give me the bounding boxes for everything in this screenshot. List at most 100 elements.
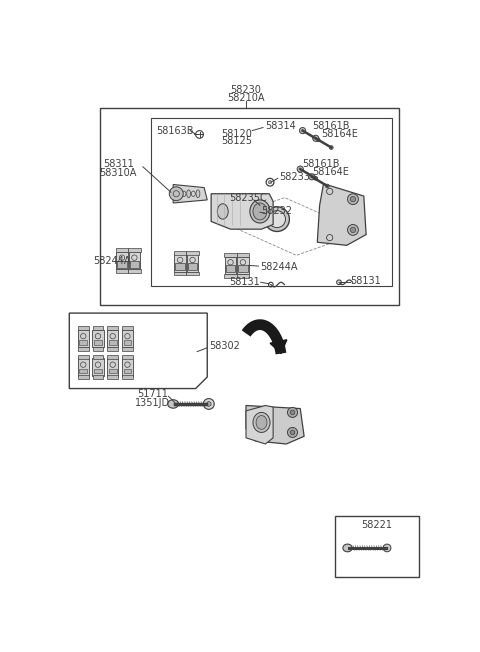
Circle shape	[383, 544, 391, 552]
FancyBboxPatch shape	[122, 347, 133, 351]
FancyBboxPatch shape	[122, 330, 133, 348]
FancyBboxPatch shape	[117, 261, 127, 268]
Ellipse shape	[260, 207, 266, 214]
Polygon shape	[317, 184, 366, 245]
Ellipse shape	[217, 204, 228, 219]
FancyBboxPatch shape	[78, 326, 89, 330]
FancyBboxPatch shape	[116, 252, 128, 269]
FancyBboxPatch shape	[79, 368, 87, 373]
FancyBboxPatch shape	[186, 251, 199, 254]
Ellipse shape	[168, 400, 179, 408]
FancyBboxPatch shape	[116, 248, 128, 252]
Polygon shape	[173, 185, 207, 203]
Text: 58163B: 58163B	[156, 126, 193, 136]
Text: 58221: 58221	[361, 520, 393, 530]
Polygon shape	[242, 319, 287, 355]
Ellipse shape	[187, 190, 191, 198]
Circle shape	[329, 145, 333, 149]
FancyBboxPatch shape	[128, 269, 141, 273]
Polygon shape	[246, 406, 304, 444]
FancyBboxPatch shape	[174, 251, 186, 254]
Ellipse shape	[264, 207, 289, 231]
FancyBboxPatch shape	[93, 347, 103, 351]
Circle shape	[312, 135, 319, 141]
Circle shape	[206, 402, 211, 406]
Circle shape	[300, 128, 306, 134]
FancyBboxPatch shape	[224, 253, 237, 257]
Text: 58314: 58314	[265, 121, 296, 131]
FancyBboxPatch shape	[123, 340, 132, 345]
FancyBboxPatch shape	[107, 326, 118, 330]
FancyBboxPatch shape	[92, 359, 104, 376]
FancyBboxPatch shape	[78, 355, 89, 359]
Circle shape	[350, 196, 356, 202]
Text: 58232: 58232	[262, 205, 292, 216]
Text: 51711: 51711	[138, 389, 168, 399]
Text: 58125: 58125	[221, 136, 252, 147]
FancyBboxPatch shape	[176, 263, 185, 270]
Circle shape	[314, 177, 318, 180]
Circle shape	[348, 194, 359, 205]
Polygon shape	[270, 340, 287, 353]
FancyBboxPatch shape	[226, 265, 235, 273]
FancyBboxPatch shape	[225, 257, 236, 274]
Text: 58120: 58120	[221, 128, 252, 139]
FancyBboxPatch shape	[237, 257, 249, 274]
Text: 58161B: 58161B	[302, 160, 340, 170]
FancyBboxPatch shape	[238, 265, 248, 273]
Ellipse shape	[196, 190, 200, 198]
FancyBboxPatch shape	[78, 376, 89, 379]
Circle shape	[316, 138, 320, 141]
FancyBboxPatch shape	[107, 330, 119, 348]
Text: 58244A: 58244A	[260, 262, 298, 272]
FancyBboxPatch shape	[79, 340, 87, 345]
Text: 58161B: 58161B	[312, 121, 349, 131]
Ellipse shape	[343, 544, 352, 552]
Circle shape	[325, 184, 329, 188]
FancyBboxPatch shape	[78, 359, 89, 376]
Circle shape	[297, 166, 303, 172]
FancyBboxPatch shape	[107, 355, 118, 359]
Circle shape	[268, 181, 272, 184]
FancyBboxPatch shape	[174, 271, 186, 275]
Text: 58310A: 58310A	[99, 168, 137, 178]
FancyBboxPatch shape	[174, 254, 186, 272]
FancyBboxPatch shape	[224, 274, 237, 278]
FancyBboxPatch shape	[78, 347, 89, 351]
FancyBboxPatch shape	[116, 269, 128, 273]
Circle shape	[290, 430, 295, 435]
Ellipse shape	[253, 203, 267, 220]
FancyBboxPatch shape	[130, 261, 139, 268]
Text: 58131: 58131	[350, 276, 382, 286]
Circle shape	[204, 398, 214, 409]
FancyBboxPatch shape	[122, 359, 133, 376]
Text: 58302: 58302	[209, 341, 240, 351]
Ellipse shape	[250, 200, 270, 223]
FancyBboxPatch shape	[237, 253, 249, 257]
FancyBboxPatch shape	[107, 359, 119, 376]
FancyBboxPatch shape	[107, 347, 118, 351]
Text: 58233: 58233	[279, 171, 310, 182]
Text: 58131: 58131	[229, 277, 260, 288]
FancyBboxPatch shape	[93, 376, 103, 379]
FancyBboxPatch shape	[186, 271, 199, 275]
Circle shape	[288, 428, 298, 437]
FancyBboxPatch shape	[78, 330, 89, 348]
Text: 58230: 58230	[230, 85, 262, 95]
FancyBboxPatch shape	[237, 274, 249, 278]
Ellipse shape	[253, 413, 270, 432]
Text: 58244A: 58244A	[93, 256, 131, 267]
Circle shape	[169, 187, 183, 201]
Circle shape	[309, 173, 315, 180]
Circle shape	[290, 410, 295, 415]
Ellipse shape	[268, 211, 286, 228]
FancyBboxPatch shape	[107, 376, 118, 379]
Ellipse shape	[258, 205, 268, 216]
FancyBboxPatch shape	[94, 340, 102, 345]
FancyBboxPatch shape	[129, 252, 140, 269]
Circle shape	[348, 224, 359, 235]
Polygon shape	[246, 406, 273, 444]
Circle shape	[288, 408, 298, 417]
Ellipse shape	[178, 190, 181, 198]
Text: 58164E: 58164E	[321, 128, 358, 139]
